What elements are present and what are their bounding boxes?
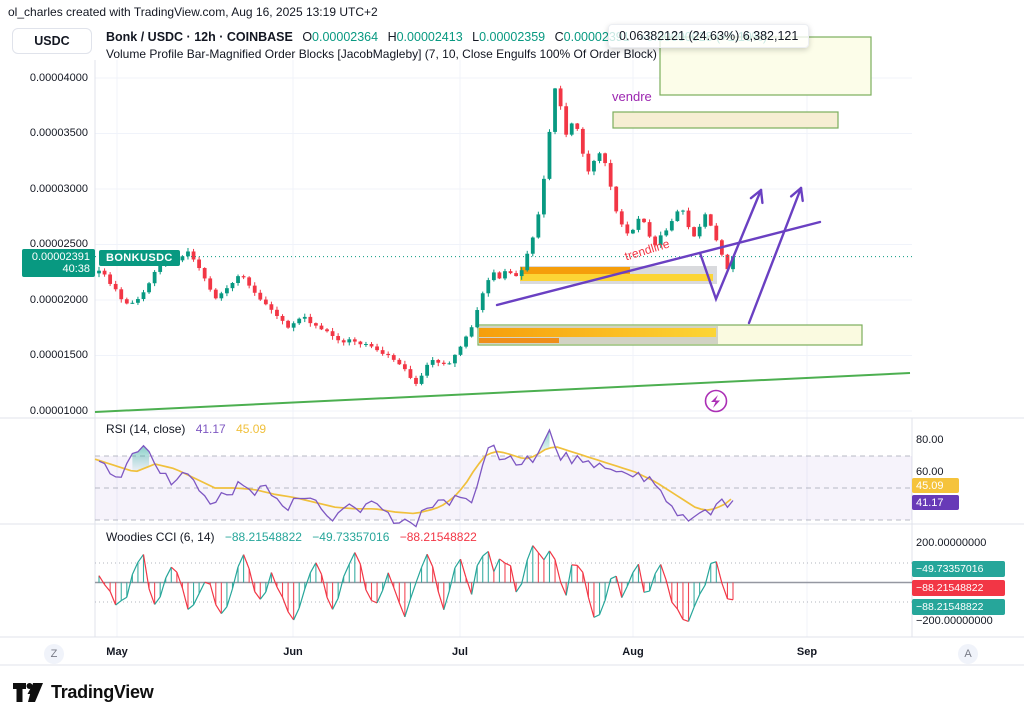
cci-box-1: −49.73357016: [912, 561, 1005, 577]
green-support-trendline: [94, 372, 911, 413]
price-tick-label: 0.00003000: [29, 182, 88, 195]
rsi-value: 41.17: [195, 422, 226, 436]
close-key: C: [554, 30, 564, 44]
vendre-supply-box: [612, 111, 839, 129]
indicator-title-row[interactable]: Volume Profile Bar-Magnified Order Block…: [106, 47, 657, 61]
candlestick-series: [97, 85, 735, 387]
lightning-icon: [704, 389, 728, 413]
price-tick-label: 0.00001500: [29, 349, 88, 361]
price-tick-label: 0.00004000: [29, 71, 88, 84]
bar-countdown: 40:38: [62, 263, 90, 275]
low-value: 0.00002359: [479, 30, 546, 44]
purple-trendline: [495, 220, 822, 307]
cci-value-2: −49.73357016: [312, 530, 390, 544]
tradingview-logo-text: TradingView: [51, 682, 154, 702]
time-tick-jul[interactable]: Jul: [452, 646, 468, 658]
price-tick-label: 0.00002500: [29, 238, 88, 250]
current-price-axis-label: 0.00002391 40:38: [22, 249, 95, 277]
rsi-ma-line: [94, 446, 732, 515]
timeline-right-edge-button[interactable]: A: [958, 644, 978, 664]
cci-box-3: −88.21548822: [912, 599, 1005, 615]
rsi-overbought-fill: [132, 445, 150, 472]
mid-profile-orange-bar: [520, 267, 630, 274]
price-tick-label: 0.00003500: [29, 127, 88, 139]
rsi-tick-80: 80.00: [916, 434, 944, 446]
low-profile-orange-bar: [479, 328, 716, 337]
attribution-text: ol_charles created with TradingView.com,…: [8, 5, 378, 19]
pair-selector-button[interactable]: USDC: [12, 28, 92, 54]
grid-lines: [0, 60, 1024, 666]
price-tick-label: 0.00001000: [29, 404, 88, 417]
cci-box-2: −88.21548822: [912, 580, 1005, 596]
time-tick-sep[interactable]: Sep: [796, 646, 818, 658]
time-tick-may[interactable]: May: [106, 646, 128, 658]
cci-pane: [95, 545, 912, 622]
time-tick-jun[interactable]: Jun: [283, 646, 303, 658]
cci-value-1: −88.21548822: [224, 530, 302, 544]
low-key: L: [472, 30, 480, 44]
price-tooltip: 0.06382121 (24.63%) 6,382,121: [608, 24, 810, 48]
order-blocks: [477, 36, 872, 346]
high-key: H: [387, 30, 397, 44]
rsi-ma-value: 45.09: [236, 422, 267, 436]
cci-tick-200: 200.00000000: [916, 537, 987, 549]
symbol-title: Bonk / USDC · 12h · COINBASE: [106, 30, 293, 44]
tradingview-logo[interactable]: TradingView: [13, 682, 154, 703]
open-key: O: [302, 30, 313, 44]
drawings: [495, 186, 822, 325]
timeline-left-edge-button[interactable]: Z: [44, 644, 64, 664]
rsi-value-box: 41.17: [912, 495, 959, 510]
cci-title: Woodies CCI (6, 14): [106, 530, 215, 544]
vendre-label[interactable]: vendre: [612, 89, 652, 104]
cci-pane-header[interactable]: Woodies CCI (6, 14) −88.21548822 −49.733…: [106, 530, 484, 544]
purple-arrow-2: [747, 186, 803, 325]
open-value: 0.00002364: [312, 30, 379, 44]
rsi-pane: [94, 428, 912, 528]
rsi-line: [98, 428, 734, 528]
mid-profile-yellow-bar: [520, 274, 713, 281]
cci-tick-neg200: −200.00000000: [916, 615, 993, 627]
current-price: 0.00002391: [31, 251, 90, 263]
rsi-tick-60: 60.00: [916, 466, 944, 478]
rsi-title: RSI (14, close): [106, 422, 186, 436]
tradingview-logo-icon: [13, 683, 43, 702]
price-tick-label: 0.00002000: [29, 293, 88, 306]
high-value: 0.00002413: [396, 30, 463, 44]
low-profile-deep-bar: [479, 338, 559, 343]
cci-value-3: −88.21548822: [399, 530, 477, 544]
rsi-ma-value-box: 45.09: [912, 478, 959, 493]
symbol-price-tag: BONKUSDC: [99, 250, 180, 266]
rsi-pane-header[interactable]: RSI (14, close) 41.17 45.09: [106, 422, 273, 436]
purple-arrow-1: [698, 188, 763, 303]
time-tick-aug[interactable]: Aug: [622, 646, 644, 658]
